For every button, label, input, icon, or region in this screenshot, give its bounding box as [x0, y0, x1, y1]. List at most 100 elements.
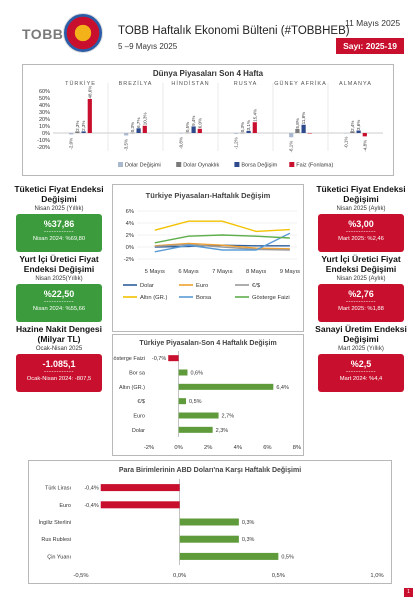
y-tick-label: 10%	[39, 124, 50, 130]
issue-badge: Sayı: 2025-19	[336, 38, 404, 54]
indicator-title: Sanayi Üretim Endeksi Değişimi	[315, 324, 407, 344]
x-tick-label: 1,0%	[370, 573, 383, 579]
bar-value-label: 2,3%	[75, 121, 80, 131]
bar-value-label: -0,1%	[344, 137, 349, 149]
x-tick-label: 4%	[234, 445, 242, 451]
indicator-value-box: %22,50 ------------ Nisan 2024: %55,66	[16, 284, 102, 322]
country-label: RUSYA	[234, 81, 258, 87]
bar-borsa-de-i-im	[81, 131, 86, 133]
bar	[178, 398, 186, 405]
indicator-period: Nisan 2025 (Yıllık)	[34, 206, 84, 212]
bar-borsa-de-i-im	[191, 126, 196, 133]
legend-swatch	[176, 162, 182, 167]
y-tick-label: -10%	[37, 138, 50, 144]
indicator-value: %37,86	[43, 219, 75, 229]
currency-label: Türk Lirası	[45, 486, 71, 492]
legend-label: Gösterge Faizi	[252, 295, 290, 301]
x-tick-label: 8%	[293, 445, 301, 451]
bar-faiz-fonlama-	[307, 133, 312, 134]
category-label: €/$	[137, 399, 145, 405]
indicator-previous: Ocak-Nisan 2024: -807,5	[26, 376, 92, 382]
fx-chart-title: Para Birimlerinin ABD Doları'na Karşı Ha…	[119, 467, 301, 474]
indicator-period: Nisan 2025 (Aylık)	[336, 206, 386, 212]
report-header: TOBB TOBB Haftalık Ekonomi Bülteni (#TOB…	[0, 0, 415, 58]
indicator-previous: Mart 2025: %1,88	[338, 306, 384, 312]
bar	[179, 535, 239, 543]
bar-value-label: -0,4%	[84, 503, 98, 509]
world-markets-panel: Dünya Piyasaları Son 4 Hafta 60% 50% 40% 30%…	[22, 64, 394, 176]
y-tick-label: 20%	[39, 117, 50, 123]
y-tick-label: 40%	[39, 103, 50, 109]
x-tick-label: 6%	[263, 445, 271, 451]
tobb-seal-icon	[63, 13, 103, 53]
bulletin-date: 11 Mayıs 2025	[345, 18, 401, 28]
x-tick-label: -2%	[144, 445, 154, 451]
bar-value-label: -0,4%	[84, 486, 98, 492]
category-label: Bor sa	[129, 371, 146, 377]
bar-value-label: 0,6%	[190, 371, 203, 377]
bar-value-label: 6,4%	[276, 385, 289, 391]
indicator-divider: ------------	[346, 299, 376, 305]
bar-dolar-de-i-imi	[289, 133, 294, 138]
bar-value-label: 2,3%	[216, 428, 229, 434]
bar	[178, 412, 219, 419]
bar-value-label: 0,5%	[281, 554, 294, 560]
bar-value-label: -3,5%	[124, 139, 129, 151]
x-tick-label: 2%	[204, 445, 212, 451]
weekly-change-panel: Türkiye Piyasaları-Haftalık Değişim 6% 4% 2…	[112, 184, 304, 332]
x-tick-label: 0%	[174, 445, 182, 451]
legend-label: Dolar Oynaklık	[183, 163, 219, 169]
bar-value-label: 6,7%	[136, 118, 141, 128]
country-label: ALMANYA	[339, 81, 372, 87]
currency-label: Çin Yuanı	[47, 554, 71, 560]
bar	[179, 552, 279, 560]
legend-label: Dolar Değişimi	[125, 163, 161, 169]
bar-value-label: 0,3%	[242, 537, 255, 543]
bar	[179, 518, 239, 526]
legend-swatch	[289, 162, 295, 167]
bar-dolar-oynakl-k	[75, 131, 80, 133]
currency-change-panel: Para Birimlerinin ABD Doları'na Karşı Ha…	[28, 460, 392, 584]
bar-faiz-fonlama-	[142, 125, 147, 133]
hbar-chart-title: Türkiye Piyasaları-Son 4 Haftalık Değişi…	[139, 340, 276, 347]
bulletin-dates: 5 –9 Mayıs 2025	[118, 42, 178, 51]
world-markets-chart: Dünya Piyasaları Son 4 Hafta 60%50%40%30%…	[37, 69, 383, 169]
indicator-value-box: %37,86 ------------ Nisan 2024: %69,80	[16, 214, 102, 252]
bar-value-label: 9,4%	[191, 116, 196, 126]
x-tick-label: 0,0%	[173, 573, 186, 579]
country-label: GÜNEY AFRİKA	[274, 80, 327, 87]
category-label: Dolar	[132, 428, 145, 434]
bar-value-label: 0,3%	[130, 122, 135, 132]
bar-faiz-fonlama-	[197, 128, 202, 133]
category-label: Altın (GR.)	[119, 385, 145, 391]
line-chart-title: Türkiye Piyasaları-Haftalık Değişim	[146, 191, 271, 200]
bar-faiz-fonlama-	[362, 133, 367, 137]
currency-label: Rus Rublesi	[41, 537, 71, 543]
bar-value-label: 5,8%	[295, 118, 300, 128]
bar-value-label: -2,0%	[69, 138, 74, 150]
bar-value-label: -6,1%	[289, 141, 294, 153]
bar-value-label: 6,0%	[197, 118, 202, 128]
bar-value-label: 10,3%	[142, 113, 147, 126]
y-tick-label: -20%	[37, 145, 50, 151]
bar-dolar-oynakl-k	[350, 131, 355, 133]
bar-value-label: 15,4%	[252, 109, 257, 122]
line-alt-n-gr-	[154, 220, 290, 233]
bar	[100, 484, 180, 492]
bar	[178, 383, 274, 390]
bar-value-label: 0,3%	[242, 520, 255, 526]
bar-dolar-oynakl-k	[240, 132, 245, 134]
x-tick-label: -0,5%	[73, 573, 88, 579]
indicator-value-box: %2,5 ------------ Mart 2024: %4,4	[318, 354, 404, 392]
bar	[178, 369, 188, 376]
line-borsa	[154, 232, 291, 253]
indicator-divider: ------------	[44, 229, 74, 235]
legend-label: Faiz (Fonlama)	[296, 163, 333, 169]
legend-swatch	[234, 162, 240, 167]
x-tick-label: 9 Mayıs	[280, 269, 300, 275]
bulletin-title: TOBB Haftalık Ekonomi Bülteni (#TOBBHEB)	[118, 25, 350, 37]
four-week-change-panel: Türkiye Piyasaları-Son 4 Haftalık Değişi…	[112, 334, 304, 456]
bar-dolar-oynakl-k	[130, 132, 135, 134]
tobb-logo-text: TOBB	[22, 26, 64, 42]
bar-dolar-de-i-imi	[179, 133, 184, 134]
